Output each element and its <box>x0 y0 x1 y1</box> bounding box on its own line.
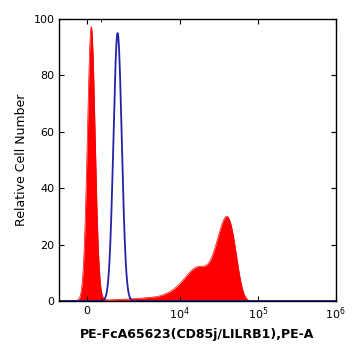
Y-axis label: Relative Cell Number: Relative Cell Number <box>15 94 28 226</box>
X-axis label: PE-FcA65623(CD85j/LILRB1),PE-A: PE-FcA65623(CD85j/LILRB1),PE-A <box>81 328 315 341</box>
